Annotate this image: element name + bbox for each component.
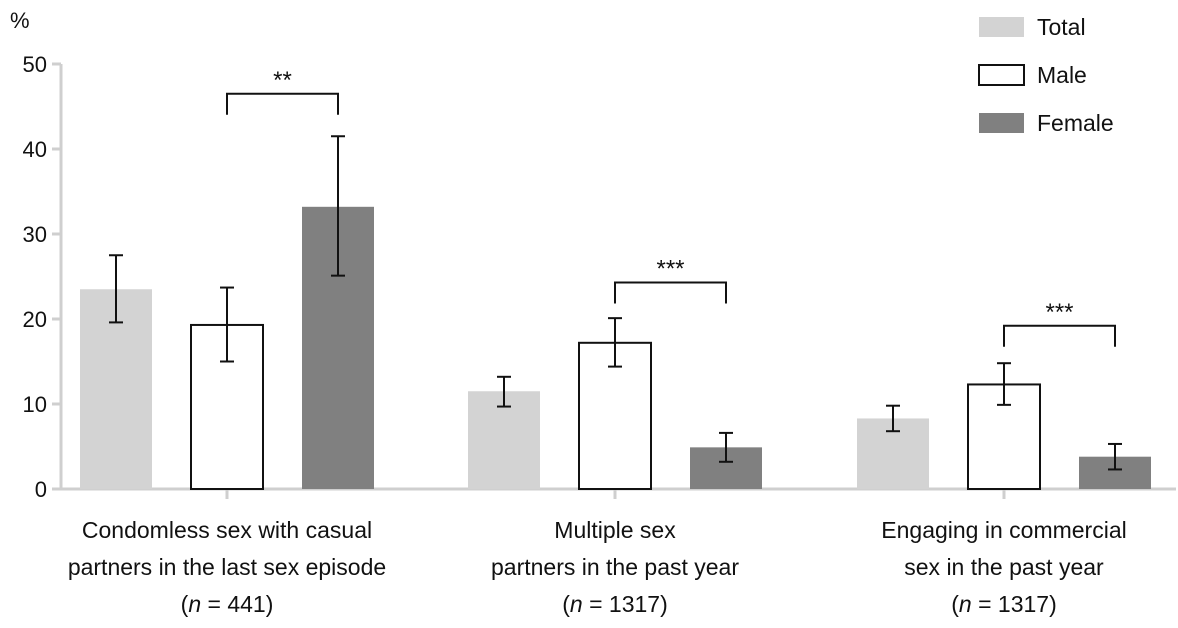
category-labels: Condomless sex with casual partners in th…	[68, 517, 1127, 617]
legend-label-female: Female	[1037, 110, 1114, 136]
error-bars	[109, 135, 1122, 471]
category-sample-size: (n = 1317)	[951, 591, 1057, 617]
y-tick-label: 30	[23, 222, 47, 247]
legend-swatch-male	[978, 64, 1025, 86]
significance-bracket	[226, 92, 339, 115]
significance-bracket	[614, 281, 727, 304]
category-label-line: Multiple sex	[554, 517, 676, 543]
y-tick-label: 40	[23, 137, 47, 162]
significance-label: ***	[656, 255, 684, 282]
legend-label-total: Total	[1037, 14, 1086, 40]
legend-label-male: Male	[1037, 62, 1087, 88]
category-label-line: partners in the past year	[491, 554, 739, 580]
legend-swatch-female	[979, 113, 1024, 133]
y-tick-label: 20	[23, 307, 47, 332]
y-axis-label: %	[10, 8, 30, 33]
y-tick-label: 0	[35, 477, 47, 502]
significance-brackets: ********	[226, 67, 1116, 347]
category-label-line: sex in the past year	[904, 554, 1104, 580]
category-label-line: partners in the last sex episode	[68, 554, 386, 580]
y-tick-label: 10	[23, 392, 47, 417]
category-label-line: Condomless sex with casual	[82, 517, 372, 543]
legend: Total Male Female	[978, 14, 1114, 136]
category-sample-size: (n = 1317)	[562, 591, 668, 617]
category-label-line: Engaging in commercial	[881, 517, 1126, 543]
legend-swatch-total	[979, 17, 1024, 37]
y-tick-label: 50	[23, 52, 47, 77]
category-sample-size: (n = 441)	[181, 591, 274, 617]
significance-label: ***	[1045, 299, 1073, 326]
significance-label: **	[273, 67, 292, 94]
significance-bracket	[1003, 324, 1116, 347]
